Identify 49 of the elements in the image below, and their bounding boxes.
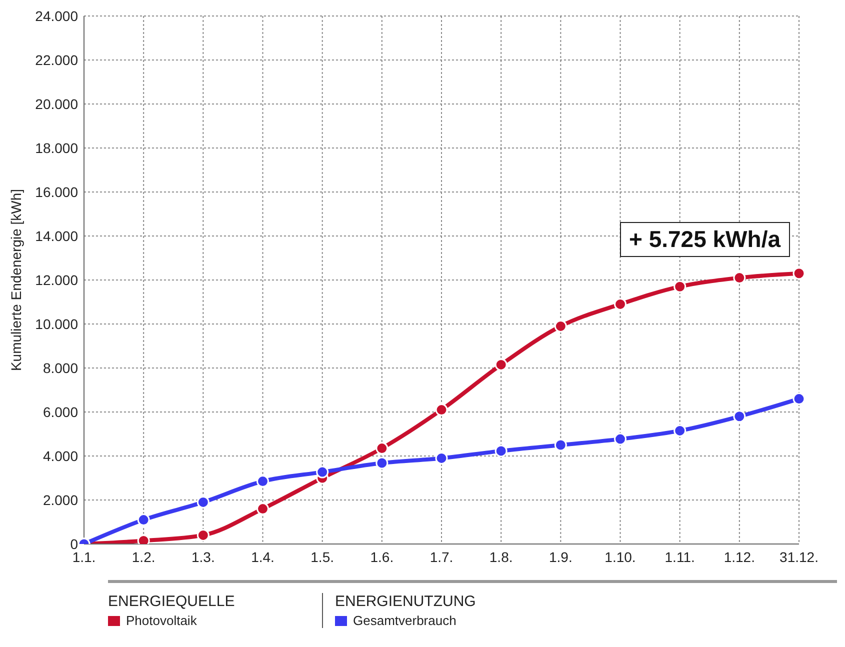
- point: [376, 456, 388, 470]
- point: [733, 410, 746, 423]
- y-tick-label: 22.000: [35, 52, 78, 68]
- text: ENERGIEQUELLE: [108, 593, 236, 610]
- y-tick-label: 20.000: [35, 96, 78, 112]
- y-tick-label: 8.000: [42, 360, 78, 376]
- y-tick-label: 24.000: [35, 8, 78, 24]
- y-tick-label: 18.000: [35, 140, 78, 156]
- x-tick-label: 1.9.: [548, 548, 572, 565]
- text: ENERGIENUTZUNG: [335, 593, 477, 610]
- legend-label: Photovoltaik: [125, 613, 198, 628]
- x-tick-label: 1.5.: [310, 548, 334, 565]
- point: [435, 452, 448, 464]
- y-tick-label: 6.000: [42, 404, 78, 420]
- point: [435, 404, 448, 416]
- point: [256, 502, 269, 516]
- x-tick-label: 1.11.: [664, 548, 695, 565]
- x-tick-label: 31.12.: [780, 548, 818, 565]
- x-tick-label: 1.12.: [724, 548, 755, 565]
- point: [674, 424, 686, 437]
- point: [137, 514, 150, 526]
- point: [196, 496, 210, 508]
- y-tick-label: 10.000: [35, 316, 78, 332]
- point: [494, 358, 508, 371]
- point: [792, 267, 806, 280]
- x-tick-label: 1.4.: [251, 548, 274, 565]
- annotation: + 5.725 kWh/a: [620, 222, 790, 257]
- y-tick-label: 16.000: [35, 184, 78, 200]
- x-tick-label: 1.7.: [430, 548, 454, 565]
- legend-label: Gesamtverbrauch: [352, 613, 458, 628]
- y-axis-title: Kumulierte Endenergie [kWh]: [8, 188, 24, 372]
- point: [792, 392, 806, 406]
- x-tick-label: 1.10.: [604, 548, 636, 565]
- x-tick-label: 1.6.: [370, 548, 394, 565]
- point: [674, 280, 686, 293]
- y-tick-label: 14.000: [35, 228, 78, 244]
- point: [494, 444, 508, 458]
- point: [376, 442, 388, 455]
- x-tick-label: 1.8.: [489, 548, 513, 565]
- y-tick-label: 4.000: [42, 448, 78, 464]
- point: [316, 466, 329, 478]
- x-tick-label: 1.3.: [191, 548, 215, 565]
- point: [554, 320, 567, 332]
- point: [196, 528, 210, 542]
- x-tick-label: 1.2.: [132, 548, 156, 565]
- point: [614, 432, 626, 446]
- y-tick-label: 2.000: [42, 492, 78, 508]
- y-tick-label: 12.000: [35, 272, 78, 288]
- point: [554, 438, 567, 452]
